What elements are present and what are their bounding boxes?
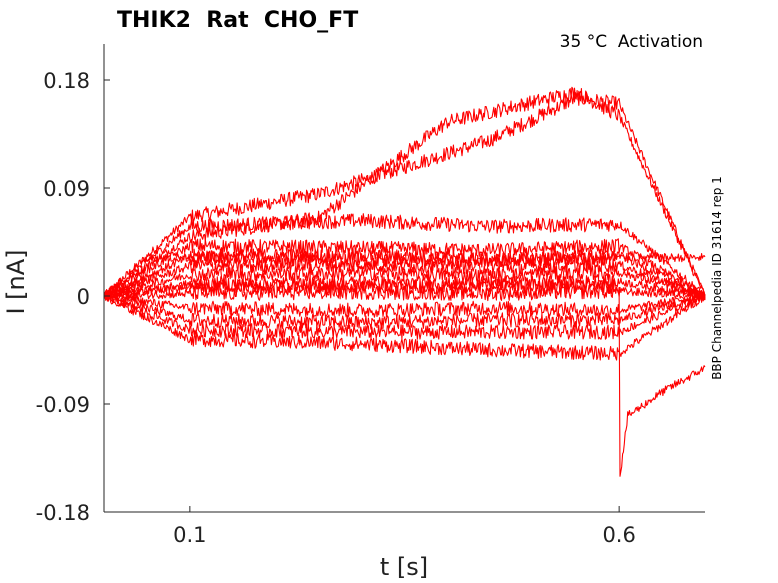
y-tick-label: 0.09 xyxy=(43,177,90,201)
trace-line xyxy=(103,292,706,340)
traces-layer xyxy=(103,86,706,477)
trace-line xyxy=(103,257,706,299)
trace-line xyxy=(103,247,706,300)
chart-title: THIK2 Rat CHO_FT xyxy=(117,8,358,33)
chart-subtitle: 35 °C Activation xyxy=(560,32,703,52)
x-tick-label: 0.6 xyxy=(602,523,635,547)
trace-line xyxy=(103,292,706,361)
ticks-layer: 0.18 0.09 0 -0.09 -0.18 0.1 0.6 xyxy=(36,69,636,547)
axes-layer xyxy=(103,44,705,513)
trace-line xyxy=(103,292,706,330)
trace-line xyxy=(103,213,706,299)
trace-line xyxy=(103,86,706,300)
y-tick-label: 0 xyxy=(77,285,90,309)
trace-line xyxy=(103,264,706,300)
trace-line xyxy=(103,278,706,477)
y-tick-label: 0.18 xyxy=(43,69,90,93)
side-label: BBP Channelpedia ID 31614 rep 1 xyxy=(710,176,724,380)
x-axis-label: t [s] xyxy=(380,553,428,581)
x-tick-label: 0.1 xyxy=(173,523,206,547)
y-axis-label: I [nA] xyxy=(2,249,30,314)
trace-line xyxy=(103,291,706,318)
y-tick-label: -0.09 xyxy=(36,393,90,417)
trace-line xyxy=(103,250,706,301)
trace-line xyxy=(103,238,706,296)
y-tick-label: -0.18 xyxy=(36,501,90,525)
